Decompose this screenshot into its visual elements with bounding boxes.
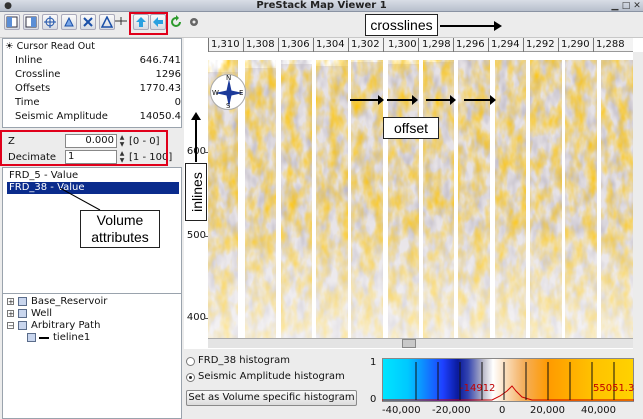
z-control: Z 0.000 ▲ ▼ [0 - 0] <box>8 134 178 149</box>
collapse-icon[interactable]: − <box>7 322 14 330</box>
layer-icon <box>27 333 36 342</box>
layer-icon <box>18 297 27 306</box>
decimate-spinner[interactable]: ▲ ▼ <box>119 150 125 164</box>
crossline-tick-label: 1,304 <box>316 39 345 50</box>
offset-callout: offset <box>383 117 439 139</box>
hist-max-value: 55051.3 <box>593 383 635 394</box>
tool-a-icon[interactable] <box>99 14 115 30</box>
volume-attributes-pointer <box>60 188 101 211</box>
z-input[interactable]: 0.000 <box>65 134 117 148</box>
layer-icon <box>18 309 27 318</box>
inlines-arrow <box>191 112 201 162</box>
decimate-label: Decimate <box>8 152 57 163</box>
crossline-tick-label: 1,296 <box>456 39 485 50</box>
inline-tick-label: 400 <box>186 312 206 323</box>
crossline-tick-label: 1,294 <box>491 39 520 50</box>
inlines-callout: inlines <box>185 163 207 221</box>
z-range: [0 - 0] <box>129 136 160 147</box>
set-volume-histogram-button[interactable]: Set as Volume specific histogram <box>186 390 357 406</box>
collapse-icon[interactable]: ☀ <box>5 41 14 52</box>
vertical-scrollbar[interactable] <box>633 52 643 349</box>
readout-row-time: Time 0 <box>15 97 181 108</box>
crosshair-icon[interactable] <box>42 14 58 30</box>
pick-icon[interactable] <box>61 14 77 30</box>
volume-attributes-callout: Volume attributes <box>80 210 160 248</box>
window-titlebar: PreStack Map Viewer 1 ● ▁ □ ✕ <box>0 0 643 12</box>
tool-x-icon[interactable] <box>80 14 96 30</box>
pointer-icon[interactable] <box>114 14 130 30</box>
axis-tick-label: -40,000 <box>382 405 421 416</box>
axis-tick-label: 40,000 <box>581 405 616 416</box>
histogram-option-amplitude[interactable] <box>186 373 195 382</box>
decimate-control: Decimate 1 ▲ ▼ [1 - 100] <box>8 150 178 165</box>
decimate-input[interactable]: 1 <box>65 150 117 164</box>
crossline-tick-label: 1,288 <box>596 39 625 50</box>
scroll-thumb[interactable] <box>402 339 416 348</box>
arrow-left-icon[interactable] <box>150 14 166 30</box>
crossline-tick-label: 1,300 <box>388 39 417 50</box>
readout-row-inline: Inline 646.741 <box>15 55 181 66</box>
crossline-tick-label: 1,292 <box>526 39 555 50</box>
cursor-readout-header[interactable]: ☀ Cursor Read Out <box>5 41 95 53</box>
axis-tick-label: 20,000 <box>530 405 565 416</box>
crossline-tick-label: 1,298 <box>422 39 451 50</box>
crossline-tick-label: 1,310 <box>211 39 240 50</box>
controls-highlight-box <box>0 130 168 166</box>
axis-tick-label: 0 <box>499 405 506 416</box>
list-item[interactable]: FRD_5 - Value <box>9 170 79 181</box>
list-item-selected[interactable]: FRD_38 - Value <box>7 182 179 194</box>
close-icon[interactable]: ✕ <box>633 1 641 11</box>
readout-row-crossline: Crossline 1296 <box>15 69 181 80</box>
compass-icon: N S E W <box>210 74 246 110</box>
axis-tick-label: -20,000 <box>432 405 471 416</box>
minimize-icon[interactable]: ▁ <box>611 1 619 11</box>
scale-max-label: 1 <box>370 357 377 368</box>
inline-tick-label: 500 <box>186 230 206 241</box>
arrow-up-right-icon[interactable] <box>133 14 149 30</box>
readout-row-offsets: Offsets 1770.43 <box>15 83 181 94</box>
crosslines-arrow <box>440 21 502 31</box>
offset-arrows <box>350 95 496 105</box>
horizontal-scrollbar[interactable] <box>208 338 633 348</box>
tree-item-tieline[interactable]: tieline1 <box>27 332 177 344</box>
toolbar <box>0 12 643 38</box>
tree-item-base-reservoir[interactable]: + Base_Reservoir <box>7 296 108 307</box>
crossline-ruler: 1,310 1,308 1,306 1,304 1,302 1,300 1,29… <box>208 38 633 52</box>
toolbar-highlight-box <box>129 12 168 35</box>
hist-min-value: -14912 <box>460 383 496 394</box>
readout-row-amplitude: Seismic Amplitude 14050.4 <box>15 111 181 122</box>
crossline-tick-label: 1,306 <box>281 39 310 50</box>
decimate-range: [1 - 100] <box>129 152 173 163</box>
window-title: PreStack Map Viewer 1 <box>256 0 387 11</box>
z-label: Z <box>8 136 15 147</box>
tree-item-arbitrary-path[interactable]: − Arbitrary Path <box>7 320 101 331</box>
view-layout-2-icon[interactable] <box>23 14 39 30</box>
settings-gear-icon[interactable] <box>186 14 202 30</box>
histogram-overlay <box>382 362 634 401</box>
tree-item-well[interactable]: + Well <box>7 308 53 319</box>
view-layout-icon[interactable] <box>4 14 20 30</box>
window-menu-icon[interactable]: ● <box>4 1 12 11</box>
crosslines-callout: crosslines <box>365 14 438 36</box>
cursor-readout-panel: ☀ Cursor Read Out Inline 646.741 Crossli… <box>2 38 182 128</box>
strip-gaps <box>208 52 633 338</box>
seismic-strips <box>208 52 633 338</box>
expand-icon[interactable]: + <box>7 298 14 306</box>
refresh-icon[interactable] <box>168 14 184 30</box>
histogram-option-frd38[interactable] <box>186 357 195 366</box>
crossline-tick-label: 1,302 <box>351 39 380 50</box>
crossline-tick-label: 1,308 <box>246 39 275 50</box>
object-tree: + Base_Reservoir + Well − Arbitrary Path… <box>2 293 182 419</box>
cursor-readout-title: Cursor Read Out <box>16 41 95 52</box>
scale-min-label: 0 <box>370 394 377 405</box>
crossline-tick-label: 1,290 <box>561 39 590 50</box>
expand-icon[interactable]: + <box>7 310 14 318</box>
seismic-map-plot[interactable] <box>208 52 633 338</box>
line-icon <box>39 337 49 339</box>
maximize-icon[interactable]: □ <box>621 1 631 11</box>
z-spinner[interactable]: ▲ ▼ <box>119 134 125 148</box>
layer-icon <box>18 321 27 330</box>
